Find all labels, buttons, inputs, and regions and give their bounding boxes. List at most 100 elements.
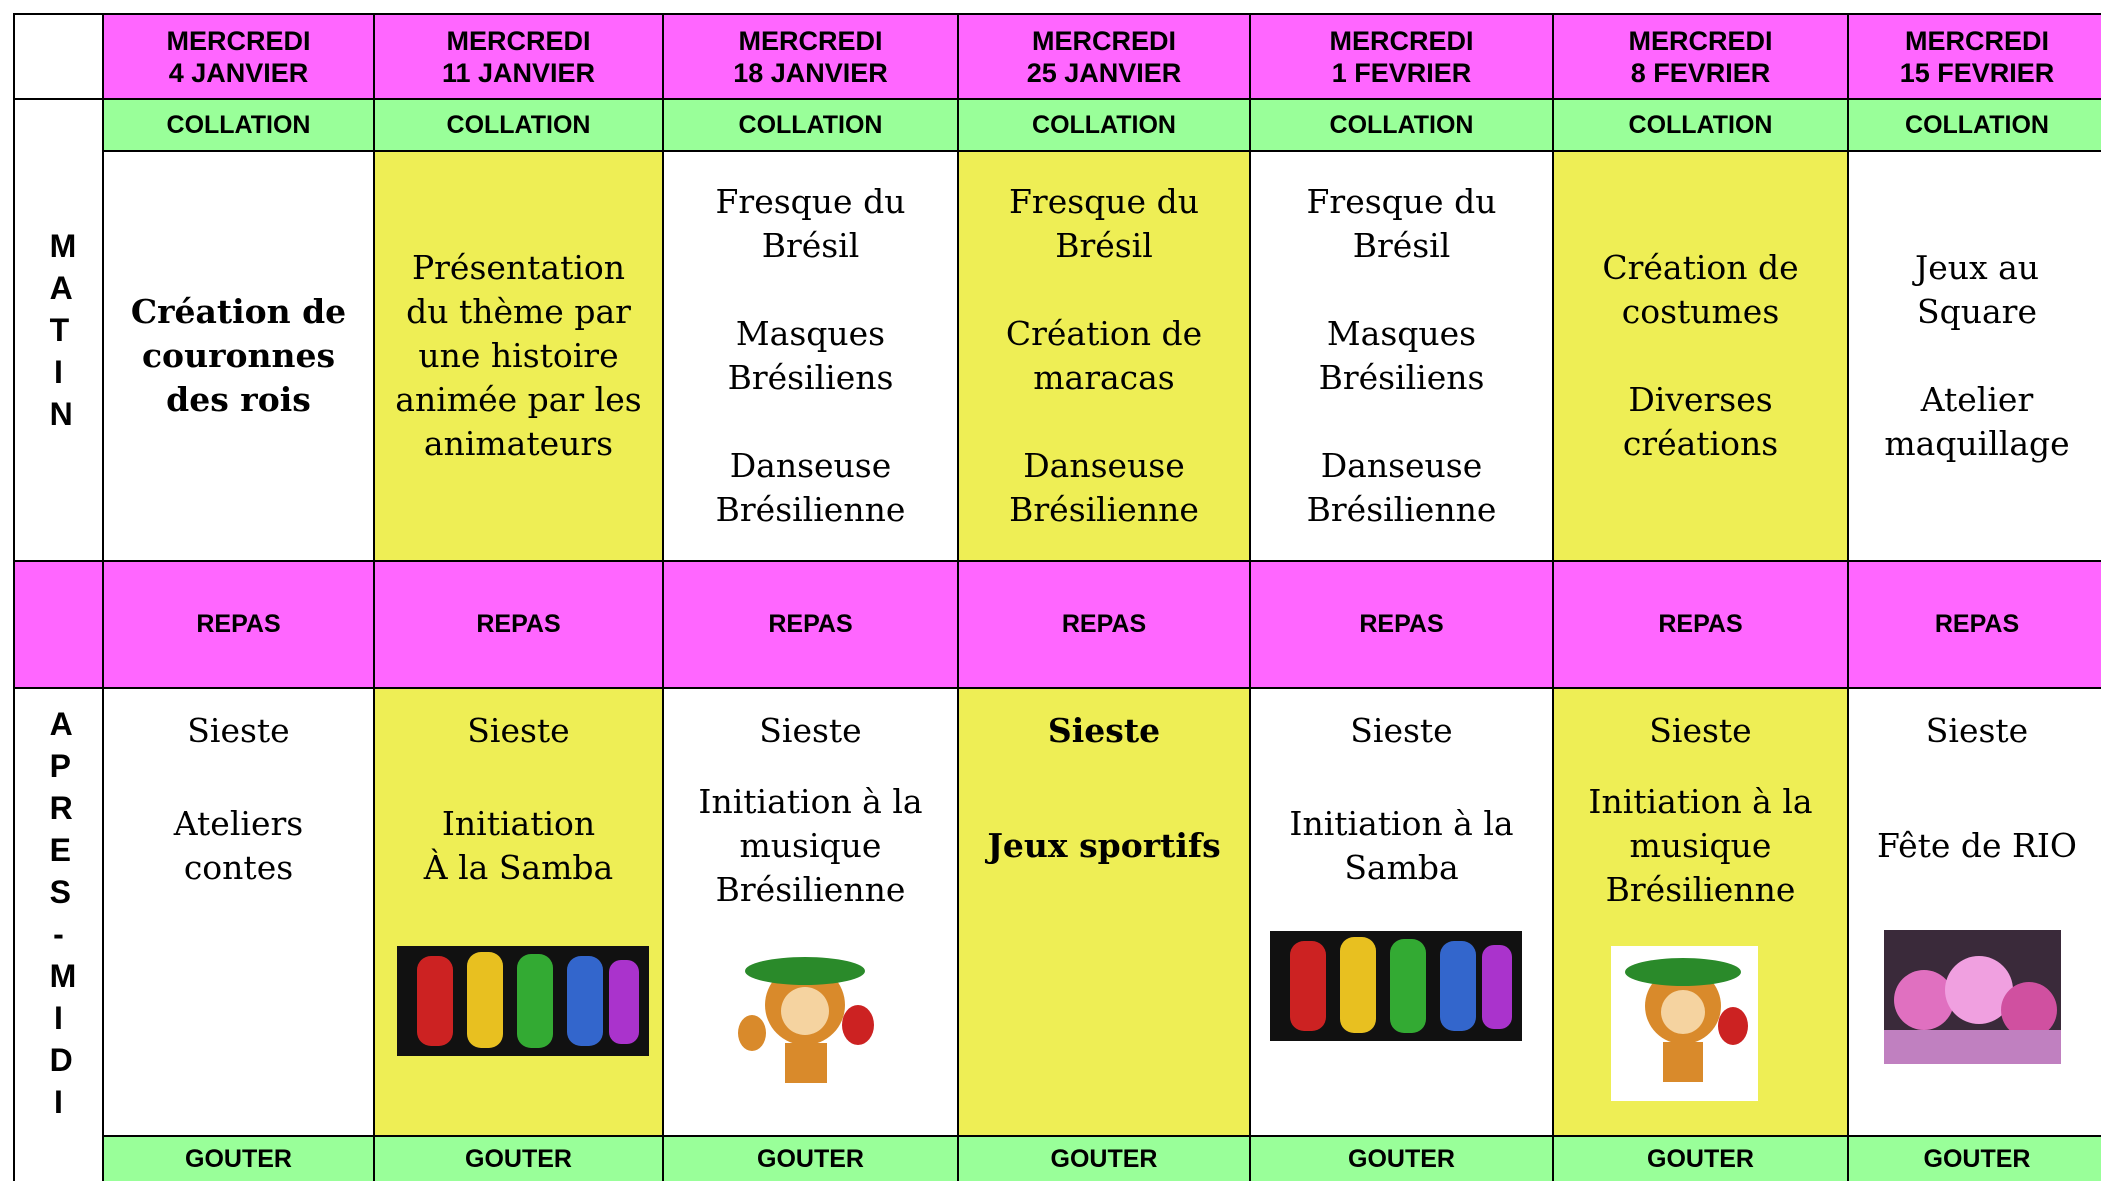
activity-line: Danseuse xyxy=(1320,446,1483,485)
activity-line: Initiation à la xyxy=(698,782,923,821)
activity-line: Présentation xyxy=(411,248,626,287)
tea-cell: GOUTER xyxy=(1552,1135,1849,1181)
afternoon-activity: Initiation À la Samba xyxy=(375,802,662,890)
meal-cell: REPAS xyxy=(1552,560,1849,689)
tea-label: GOUTER xyxy=(1348,1145,1455,1173)
header-cell: MERCREDI 8 FEVRIER xyxy=(1552,13,1849,100)
morning-cell: Présentation du thème par une histoire anim… xyxy=(373,150,664,562)
header-cell: MERCREDI 15 FEVRIER xyxy=(1847,13,2101,100)
snack-label: COLLATION xyxy=(1329,110,1474,139)
activity-line: Diverses xyxy=(1628,380,1773,419)
activity-block: Atelier maquillage xyxy=(1849,378,2101,466)
meal-label: REPAS xyxy=(1658,610,1743,638)
activity-line: maracas xyxy=(1033,358,1175,397)
activity-line: À la Samba xyxy=(423,848,614,887)
activity-block: Création de couronnes des rois xyxy=(104,290,373,422)
tea-cell: GOUTER xyxy=(957,1135,1251,1181)
monkey-image xyxy=(738,957,874,1083)
morning-cell: Création de costumes Diverses créations xyxy=(1552,150,1849,562)
morning-cell: Création de couronnes des rois xyxy=(102,150,375,562)
afternoon-activity: Fête de RIO xyxy=(1849,824,2101,868)
nap: Sieste xyxy=(759,711,862,750)
activity-block: Fresque du Brésil xyxy=(664,180,957,268)
activity-line: costumes xyxy=(1621,292,1780,331)
row-label-cell: APRES-MIDI xyxy=(13,687,104,1181)
nap: Sieste xyxy=(1350,711,1453,750)
tea-label: GOUTER xyxy=(1647,1145,1754,1173)
activity-line: Fresque du xyxy=(715,182,906,221)
snack-label: COLLATION xyxy=(1628,110,1773,139)
activity-block: Création de maracas xyxy=(959,312,1249,400)
snack-cell: COLLATION xyxy=(1847,98,2101,152)
activity-line: Fête de RIO xyxy=(1877,826,2077,865)
activity-line: maquillage xyxy=(1884,424,2070,463)
tea-label: GOUTER xyxy=(1923,1145,2031,1173)
meal-label: REPAS xyxy=(476,610,561,638)
header-cell: MERCREDI 25 JANVIER xyxy=(957,13,1251,100)
afternoon-cell: Sieste Jeux sportifs xyxy=(957,687,1251,1137)
meal-cell: REPAS xyxy=(1847,560,2101,689)
afternoon-cell: Sieste Fête de RIO xyxy=(1847,687,2101,1137)
date: 4 JANVIER xyxy=(168,57,309,88)
meal-cell: REPAS xyxy=(1249,560,1554,689)
snack-cell: COLLATION xyxy=(1552,98,1849,152)
afternoon-activity: Initiation à la musique Brésilienne xyxy=(1554,780,1847,912)
activity-block: Danseuse Brésilienne xyxy=(664,444,957,532)
snack-label: COLLATION xyxy=(1032,110,1176,139)
tea-cell: GOUTER xyxy=(1249,1135,1554,1181)
snack-label: COLLATION xyxy=(446,110,591,139)
nap: Sieste xyxy=(467,711,570,750)
header-cell: MERCREDI 1 FEVRIER xyxy=(1249,13,1554,100)
morning-cell: Fresque du Brésil Création de maracas Danseu… xyxy=(957,150,1251,562)
activity-line: animateurs xyxy=(423,424,614,463)
morning-cell: Fresque du Brésil Masques Brésiliens Danseus… xyxy=(1249,150,1554,562)
meal-label: REPAS xyxy=(196,610,281,638)
monkey-image xyxy=(1611,946,1758,1101)
day: MERCREDI xyxy=(166,25,311,56)
tea-label: GOUTER xyxy=(185,1145,292,1173)
date: 8 FEVRIER xyxy=(1630,57,1771,88)
activity-line: Samba xyxy=(1344,848,1459,887)
activity-line: musique xyxy=(739,826,882,865)
activity-block: Diverses créations xyxy=(1554,378,1847,466)
activity-block: Masques Brésiliens xyxy=(664,312,957,400)
activity-line: Initiation à la xyxy=(1588,782,1813,821)
day: MERCREDI xyxy=(738,25,883,56)
samba-image xyxy=(397,946,649,1056)
snack-label: COLLATION xyxy=(166,110,311,139)
activity-line: des rois xyxy=(166,380,311,419)
day: MERCREDI xyxy=(1329,25,1474,56)
morning-cell: Fresque du Brésil Masques Brésiliens Danseus… xyxy=(662,150,959,562)
activity-line: Brésilienne xyxy=(1009,490,1199,529)
day: MERCREDI xyxy=(1031,25,1176,56)
morning-label: MATIN xyxy=(49,228,77,432)
date: 25 JANVIER xyxy=(1026,57,1182,88)
meal-label: REPAS xyxy=(1934,610,2020,638)
tea-label: GOUTER xyxy=(1050,1145,1158,1173)
activity-line: Fresque du xyxy=(1009,182,1199,221)
afternoon-activity: Initiation à la Samba xyxy=(1251,802,1552,890)
activity-line: Atelier xyxy=(1920,380,2034,419)
activity-line: créations xyxy=(1622,424,1779,463)
tea-label: GOUTER xyxy=(757,1145,864,1173)
meal-cell: REPAS xyxy=(373,560,664,689)
afternoon-activity: Ateliers contes xyxy=(104,802,373,890)
activity-line: Fresque du xyxy=(1306,182,1497,221)
row-label-cell xyxy=(13,560,104,689)
tea-cell: GOUTER xyxy=(662,1135,959,1181)
activity-line: Jeux sportifs xyxy=(987,826,1221,865)
date: 18 JANVIER xyxy=(733,57,888,88)
afternoon-cell: Sieste Initiation À la Samba xyxy=(373,687,664,1137)
activity-line: Ateliers xyxy=(173,804,304,843)
rio-image xyxy=(1884,930,2061,1064)
meal-cell: REPAS xyxy=(102,560,375,689)
header-cell: MERCREDI 4 JANVIER xyxy=(102,13,375,100)
afternoon-cell: Sieste Initiation à la Samba xyxy=(1249,687,1554,1137)
activity-line: musique xyxy=(1629,826,1772,865)
activity-line: Brésilienne xyxy=(1605,870,1796,909)
activity-block: Danseuse Brésilienne xyxy=(1251,444,1552,532)
activity-block: Création de costumes xyxy=(1554,246,1847,334)
nap: Sieste xyxy=(1649,711,1752,750)
tea-cell: GOUTER xyxy=(373,1135,664,1181)
